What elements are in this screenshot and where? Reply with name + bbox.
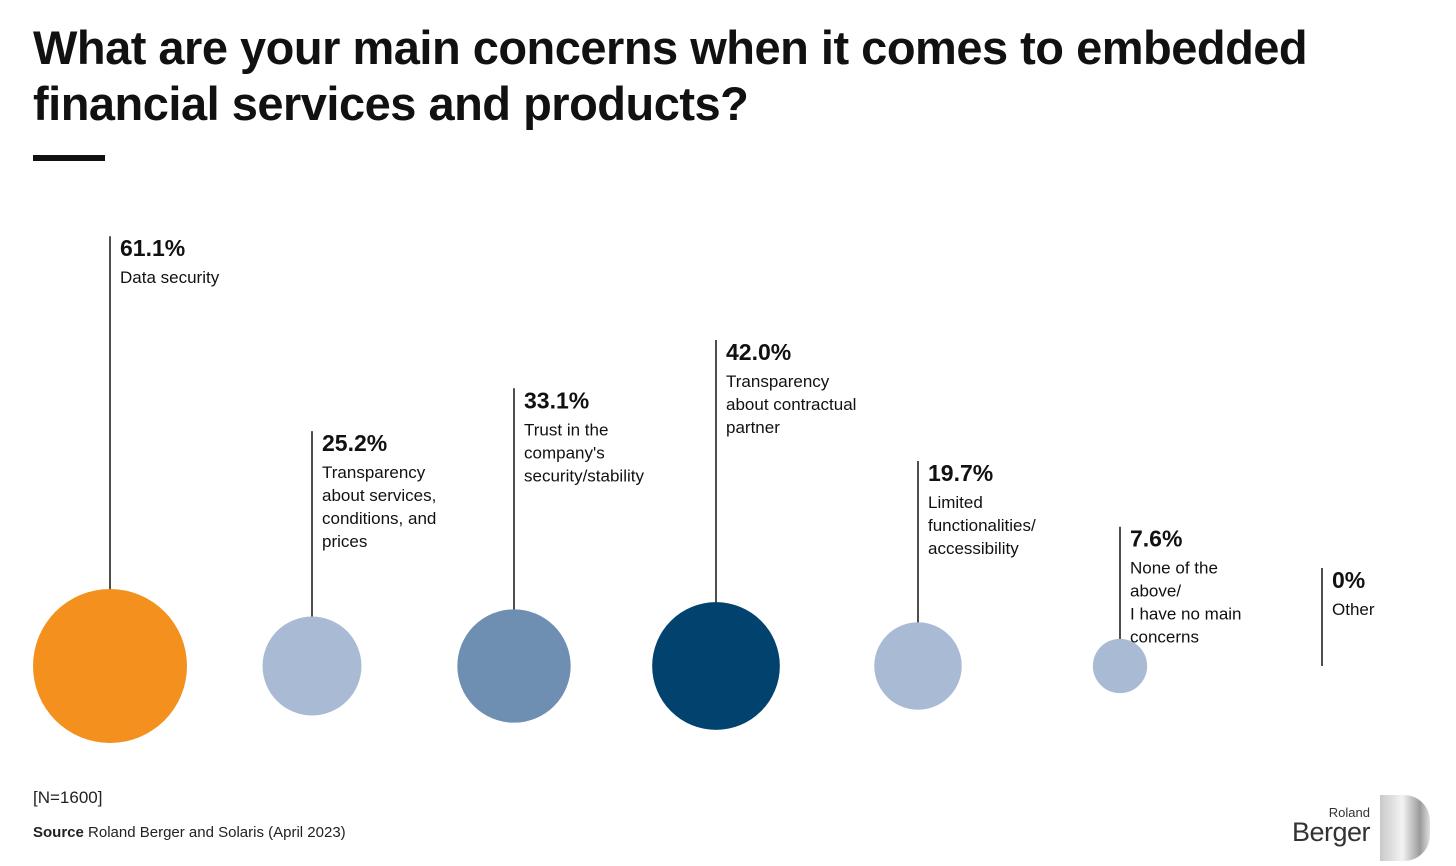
bubble-circle xyxy=(262,616,362,716)
category-label: above/ xyxy=(1130,582,1181,601)
bubble-circle xyxy=(457,609,571,723)
category-label: Data security xyxy=(120,268,220,287)
bubble-circle xyxy=(33,589,187,743)
category-label: accessibility xyxy=(928,539,1019,558)
roland-berger-logo: Roland Berger xyxy=(1290,795,1430,861)
source-label: Source xyxy=(33,824,84,841)
source-line: Source Roland Berger and Solaris (April … xyxy=(33,824,346,841)
category-label: partner xyxy=(726,418,780,437)
category-label: Limited xyxy=(928,493,983,512)
category-label: concerns xyxy=(1130,628,1199,647)
value-label: 33.1% xyxy=(524,387,589,413)
bubble-item: 42.0% Transparency about contractual partne… xyxy=(652,339,856,730)
bubble-item: 7.6% None of the above/I have no main conce… xyxy=(1092,526,1242,694)
category-label: Trust in the xyxy=(524,420,608,439)
bubble-item: 19.7% Limited functionalities/accessibilit… xyxy=(874,460,1036,710)
logo-text-berger: Berger xyxy=(1291,817,1371,847)
category-label: prices xyxy=(322,532,367,551)
category-label: company's xyxy=(524,443,605,462)
bubble-circle xyxy=(874,622,962,710)
category-label: about contractual xyxy=(726,395,856,414)
chart-title: What are your main concerns when it come… xyxy=(33,21,1308,130)
title-underline xyxy=(33,155,105,161)
bubble-circle xyxy=(1092,638,1148,694)
category-label: Transparency xyxy=(726,372,830,391)
logo-text-roland: Roland xyxy=(1328,805,1370,820)
category-label: functionalities/ xyxy=(928,516,1036,535)
value-label: 42.0% xyxy=(726,339,791,365)
logo-b-mark xyxy=(1380,795,1430,861)
bubble-item: 25.2% Transparency about services, conditio… xyxy=(262,430,436,716)
category-label: about services, xyxy=(322,486,436,505)
category-label: Transparency xyxy=(322,463,426,482)
source-text: Roland Berger and Solaris (April 2023) xyxy=(88,824,346,841)
bubble-item: 33.1% Trust in the company's security/stabi… xyxy=(457,387,644,723)
value-label: 25.2% xyxy=(322,430,387,456)
bubble-item: 61.1% Data security xyxy=(33,235,220,743)
value-label: 61.1% xyxy=(120,235,185,261)
value-label: 0% xyxy=(1332,567,1365,593)
category-label: Other xyxy=(1332,600,1375,619)
sample-size-note: [N=1600] xyxy=(33,788,103,807)
category-label: I have no main xyxy=(1130,605,1242,624)
value-label: 7.6% xyxy=(1130,526,1182,552)
value-label: 19.7% xyxy=(928,460,993,486)
bubble-circle xyxy=(652,602,780,730)
bubble-item: 0% Other xyxy=(1321,567,1375,666)
category-label: security/stability xyxy=(524,466,644,485)
category-label: None of the xyxy=(1130,559,1218,578)
category-label: conditions, and xyxy=(322,509,436,528)
